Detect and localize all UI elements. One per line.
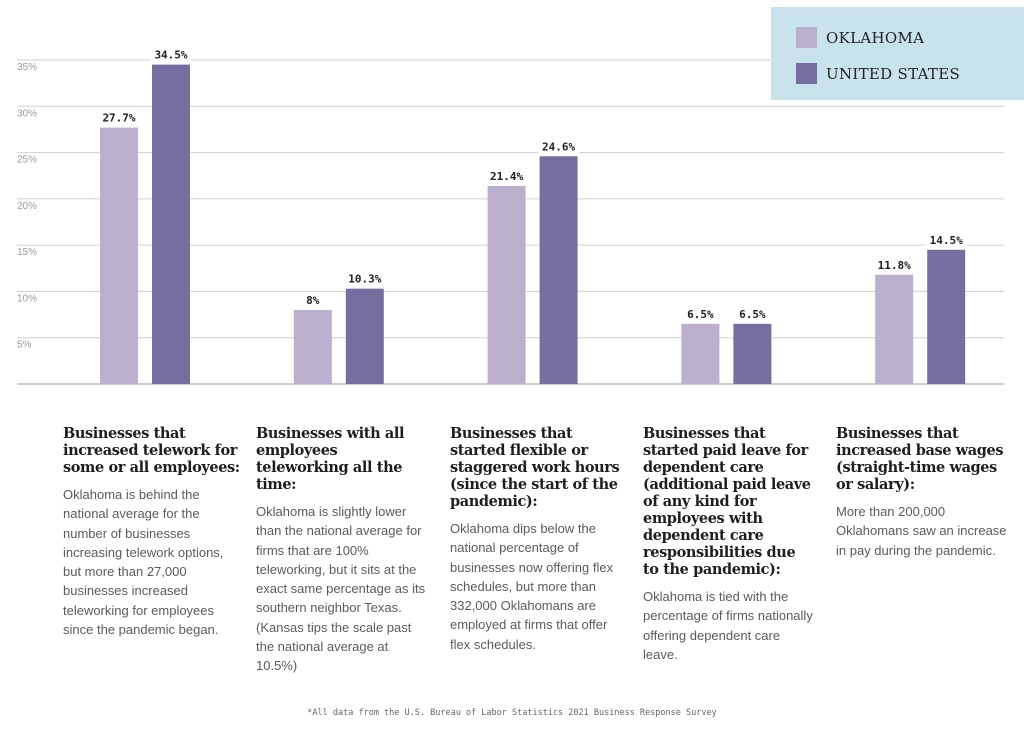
data-label: 6.5%: [739, 308, 766, 321]
data-label: 10.3%: [348, 273, 381, 286]
y-tick-label: 30%: [17, 108, 37, 119]
data-label-background: [486, 168, 528, 183]
bar-chart: 5% 10% 15% 20% 25% 30% 35% 27.7% 34.5% 8% 10.3% 21…: [17, 47, 1004, 385]
data-label: 21.4%: [490, 170, 523, 183]
legend: OKLAHOMA UNITED STATES: [771, 7, 1024, 100]
description-base-wages: Businesses that increased base wages (st…: [836, 425, 1008, 560]
description-body: More than 200,000 Oklahomans saw an incr…: [836, 504, 1007, 558]
data-labels: 27.7% 34.5% 8% 10.3% 21.4% 24.6% 6.5% 6.5% 11.8%…: [98, 47, 967, 321]
description-title: Businesses that started paid leave for d…: [643, 425, 811, 578]
description-telework: Businesses that increased telework for s…: [63, 425, 243, 639]
data-label: 34.5%: [154, 49, 187, 62]
data-label-background: [302, 292, 323, 307]
description-title: Businesses with all employees teleworkin…: [256, 425, 405, 493]
y-tick-label: 20%: [17, 201, 37, 212]
data-label-background: [344, 271, 386, 286]
description-body: Oklahoma is behind the national average …: [63, 487, 224, 638]
bars: [100, 64, 966, 384]
data-label-background: [735, 306, 770, 321]
data-label: 11.8%: [878, 259, 911, 272]
bar-oklahoma: [100, 127, 138, 384]
y-tick-label: 10%: [17, 293, 37, 304]
footnote: *All data from the U.S. Bureau of Labor …: [307, 708, 717, 718]
description-body: Oklahoma dips below the national percent…: [450, 521, 614, 652]
bar-oklahoma: [487, 185, 526, 384]
data-label: 6.5%: [687, 308, 714, 321]
legend-swatch-oklahoma: [796, 27, 817, 48]
legend-item-united-states: UNITED STATES: [796, 63, 960, 84]
data-label: 8%: [306, 294, 320, 307]
bar-oklahoma: [875, 274, 914, 384]
bar-united-states: [152, 64, 190, 384]
data-label-background: [98, 110, 140, 125]
y-tick-label: 25%: [17, 155, 37, 166]
bar-united-states: [539, 156, 578, 384]
description-body: Oklahoma is slightly lower than the nati…: [256, 504, 426, 674]
data-label-background: [538, 139, 580, 154]
data-label: 27.7%: [102, 112, 135, 125]
y-tick-label: 15%: [17, 247, 37, 258]
description-paid-leave: Businesses that started paid leave for d…: [643, 425, 815, 664]
data-label-background: [873, 257, 915, 272]
data-label-background: [925, 232, 967, 247]
bar-oklahoma: [681, 323, 720, 384]
description-title: Businesses that increased telework for s…: [63, 425, 240, 476]
bar-united-states: [927, 249, 966, 384]
y-tick-label: 5%: [17, 340, 32, 351]
data-label: 14.5%: [930, 234, 963, 247]
legend-swatch-united-states: [796, 63, 817, 84]
description-title: Businesses that started flexible or stag…: [450, 425, 620, 510]
data-label: 24.6%: [542, 140, 575, 153]
description-full-telework: Businesses with all employees teleworkin…: [256, 425, 428, 676]
bar-united-states: [345, 288, 384, 384]
data-label-background: [150, 47, 192, 62]
y-axis-ticks: 5% 10% 15% 20% 25% 30% 35%: [17, 62, 37, 351]
description-flexible-hours: Businesses that started flexible or stag…: [450, 425, 622, 654]
description-body: Oklahoma is tied with the percentage of …: [643, 589, 813, 662]
bar-oklahoma: [293, 309, 332, 384]
legend-label: OKLAHOMA: [826, 28, 925, 47]
bar-united-states: [733, 323, 772, 384]
data-label-background: [683, 306, 718, 321]
legend-label: UNITED STATES: [826, 64, 961, 83]
description-title: Businesses that increased base wages (st…: [836, 425, 1004, 493]
y-tick-label: 35%: [17, 62, 37, 73]
legend-item-oklahoma: OKLAHOMA: [796, 27, 924, 48]
